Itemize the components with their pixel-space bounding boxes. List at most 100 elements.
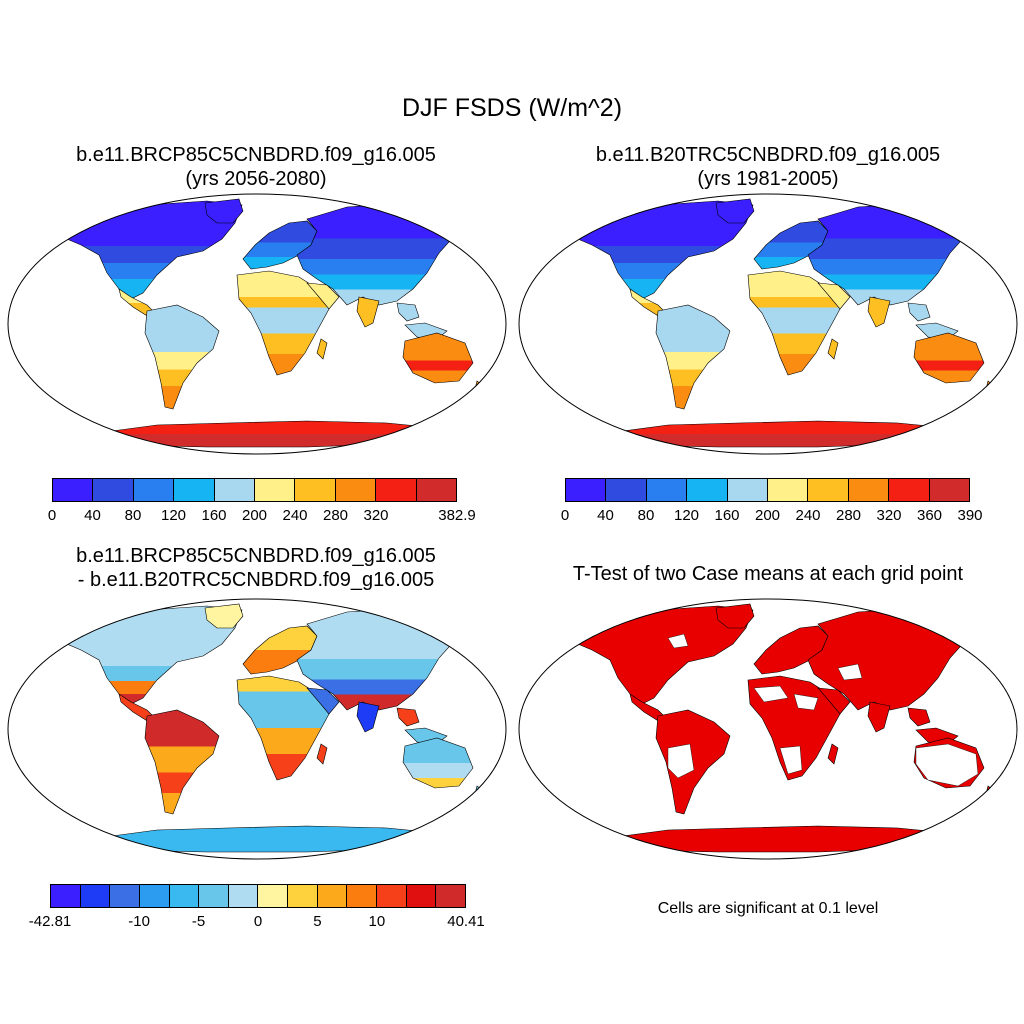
land-region-northAmerica [577,200,754,302]
colorbar-tick-label: 160 [714,507,740,524]
land-region-northAmerica [66,605,243,707]
land-region-seAsia [907,302,931,322]
land-region-antarctica [96,420,449,448]
colorbar-tick-label: 382.9 [438,507,476,524]
non-significant-region [837,663,863,681]
colorbar-swatch [889,479,930,501]
panel-difference-title: b.e11.BRCP85C5CNBDRD.f09_g16.005 - b.e11… [6,544,506,592]
non-significant-region [915,743,979,787]
colorbar-tick-label: 5 [313,913,322,930]
map-present [518,193,1018,455]
panel-difference-title-line2: - b.e11.B20TRC5CNBDRD.f09_g16.005 [77,569,435,591]
non-significant-region [779,745,803,775]
colorbar-swatch [174,479,215,501]
colorbar-tick-label: 0 [253,913,263,930]
colorbar-tick-label: -5 [191,913,206,930]
non-significant-region [793,693,819,711]
colorbar-tick-label: 40 [597,507,614,524]
significant-region-seAsia [907,707,931,727]
colorbar-swatch [133,479,175,501]
significant-region-northAmerica [577,605,754,707]
significance-note: Cells are significant at 0.1 level [657,900,879,917]
colorbar-tick-label: 280 [835,507,862,524]
colorbar-tick-label: 280 [322,507,349,524]
colorbar-tick-label: 160 [201,507,227,524]
non-significant-region [753,685,789,703]
colorbar-swatch [295,479,336,501]
land-region-madagascar [316,743,328,765]
panel-difference-title-line1: b.e11.BRCP85C5CNBDRD.f09_g16.005 [76,545,436,567]
colorbar-swatch [687,479,728,501]
colorbar-swatch [808,479,849,501]
colorbar-tick-label: 0 [560,507,570,524]
panel-future-title-line1: b.e11.BRCP85C5CNBDRD.f09_g16.005 [76,144,436,166]
land-region-greenland [204,198,244,224]
significant-region-india [867,701,891,733]
significant-region-southAmerica [655,709,731,815]
land-region-antarctica [96,825,449,853]
land-region-arabia [306,687,340,715]
land-region-nz [472,785,486,807]
map-ttest [518,598,1018,860]
land-region-nz [983,380,997,402]
colorbar-swatch [169,885,200,907]
land-region-madagascar [827,338,839,360]
non-significant-region [667,633,689,649]
panel-present-title-line2: (yrs 1981-2005) [697,168,839,190]
panel-future-title: b.e11.BRCP85C5CNBDRD.f09_g16.005 (yrs 20… [6,143,506,191]
colorbar-tick-label: -42.81 [28,913,72,930]
colorbar-swatch [80,885,111,907]
colorbar-swatch [646,479,688,501]
colorbar-tick-label: 80 [637,507,655,524]
non-significant-region [667,743,695,779]
map-future [7,193,507,455]
colorbar-tick-label: 320 [876,507,902,524]
land-region-madagascar [316,338,328,360]
land-region-southAmerica [144,709,220,815]
colorbar-swatch [376,479,417,501]
land-region-southAmerica [144,304,220,410]
significant-region-madagascar [827,743,839,765]
land-region-india [356,701,380,733]
colorbar-swatch [199,885,229,907]
land-region-africa [236,270,330,376]
colorbar-swatch [929,479,970,501]
colorbar-swatch [93,479,134,501]
colorbar-tick-label: 360 [916,507,943,524]
colorbar-swatch [317,885,348,907]
panel-present-title-line1: b.e11.B20TRC5CNBDRD.f09_g16.005 [595,144,941,166]
colorbar-swatch [255,479,296,501]
colorbar-swatch [51,885,81,907]
colorbar-tick-label: 120 [160,507,187,524]
colorbar-swatch [347,885,378,907]
land-region-australia [402,332,474,384]
colorbar-tick-label: 240 [282,507,308,524]
land-region-africa [747,270,841,376]
colorbar-tick-label: 40.41 [447,913,485,930]
colorbar-swatch [848,479,890,501]
colorbar-tick-label: 40 [84,507,101,524]
land-region-northAmerica [66,200,243,302]
map-difference [7,598,507,860]
land-region-seAsia [396,707,420,727]
figure-title: DJF FSDS (W/m^2) [401,94,623,122]
land-region-greenland [204,603,244,629]
colorbar-tick-label: 200 [754,507,781,524]
colorbar-swatch [214,479,256,501]
colorbar-tick-label: 240 [795,507,821,524]
colorbar-tick-label: 80 [124,507,142,524]
map-frame [518,193,1018,455]
colorbar-swatch [228,885,259,907]
panel-present-title: b.e11.B20TRC5CNBDRD.f09_g16.005 (yrs 198… [518,143,1018,191]
colorbar-swatch [566,479,607,501]
colorbar-tick-label: 10 [368,913,386,930]
colorbar-swatch [768,479,809,501]
colorbar-swatch [727,479,769,501]
land-region-nz [472,380,486,402]
colorbar-swatch [406,885,437,907]
colorbar-swatch [416,479,457,501]
significant-region-africa [747,675,841,781]
significant-region-nz [983,785,997,807]
map-frame [7,598,507,860]
land-region-arabia [306,282,340,310]
